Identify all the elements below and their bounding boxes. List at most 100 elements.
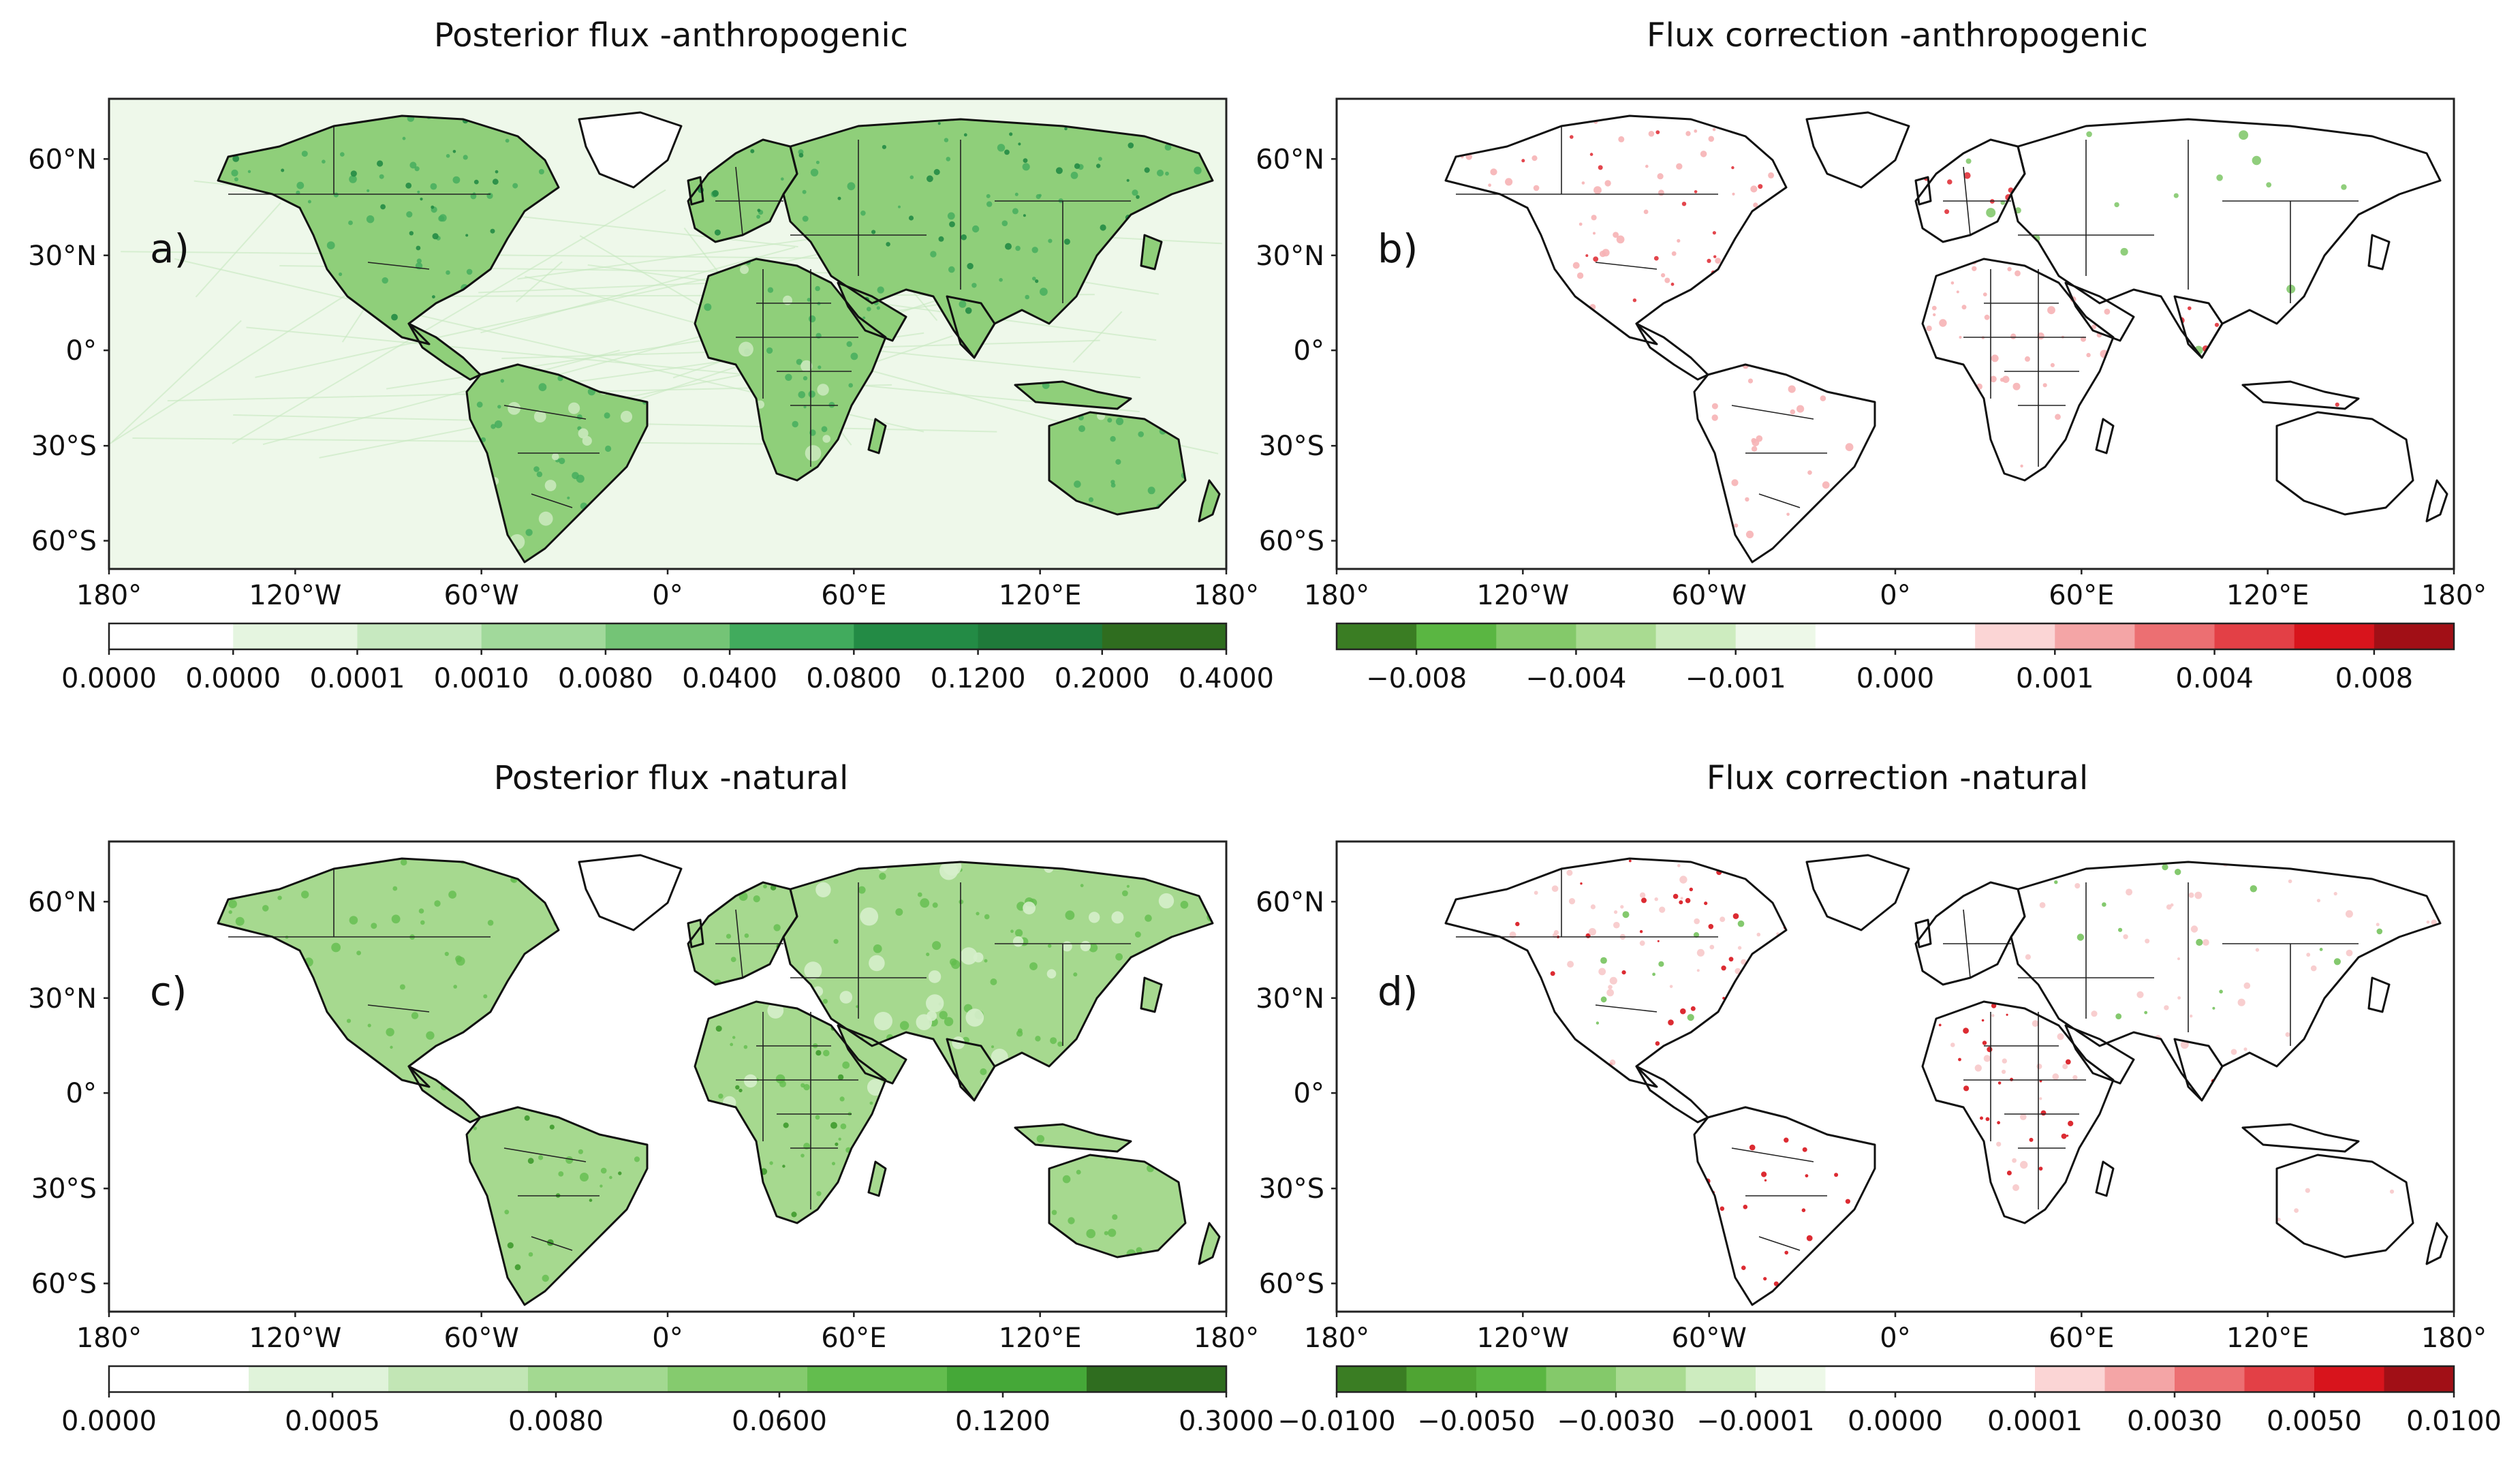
lat-tick-label: 0° (1294, 1078, 1324, 1109)
colorbar-swatch (1616, 1366, 1686, 1392)
panel-b: Flux correction -anthropogenic b) 60°N 30°N… (1256, 16, 2487, 694)
lon-tick-label: 180° (2421, 580, 2487, 611)
lat-tick-label: 60°S (31, 526, 97, 557)
colorbar-swatch (2104, 1366, 2175, 1392)
colorbar-b: −0.008 −0.004 −0.001 0.000 0.001 0.004 0.008 (1335, 622, 2455, 694)
colorbar-swatch (1102, 623, 1227, 649)
colorbar-swatch (1756, 1366, 1826, 1392)
colorbar-swatch (2175, 1366, 2245, 1392)
colorbar-tick-label: −0.008 (1366, 663, 1467, 694)
map-a: a) 60°N 30°N 0° 30°S 60°S 180° 120°W 60°W 0° 60°E 1… (28, 97, 1259, 611)
colorbar-swatch (1337, 1366, 1407, 1392)
colorbar-swatch (605, 623, 730, 649)
lat-tick-label: 30°S (31, 431, 97, 462)
lon-tick-label: 0° (652, 1323, 683, 1354)
colorbar-swatch (730, 623, 854, 649)
colorbar-swatch (1895, 623, 1976, 649)
panel-title: Posterior flux -anthropogenic (434, 16, 908, 55)
lon-tick-label: 0° (1880, 580, 1910, 611)
lat-tick-label: 60°S (1259, 1269, 1324, 1300)
lon-tick-label: 60°W (444, 580, 518, 611)
colorbar-swatch (1655, 623, 1737, 649)
colorbar-swatch (947, 1366, 1087, 1392)
lon-tick-label: 120°W (1476, 1323, 1569, 1354)
colorbar-tick-label: 0.0600 (732, 1406, 827, 1437)
colorbar-swatch (1685, 1366, 1756, 1392)
lat-tick-label: 60°N (1256, 144, 1324, 175)
panel-d: Flux correction -natural d) 60°N 30°N 0° 30°S… (1256, 759, 2502, 1437)
colorbar-swatch (1576, 623, 1657, 649)
lon-tick-label: 180° (1304, 580, 1369, 611)
panel-a: Posterior flux -anthropogenic a) 60°N 30°N 0… (28, 16, 1274, 694)
lon-tick-label: 180° (76, 580, 142, 611)
colorbar-tick-label: 0.0030 (2127, 1406, 2222, 1437)
colorbar-swatch (2244, 1366, 2315, 1392)
colorbar-swatch (1337, 623, 1417, 649)
colorbar-tick-label: 0.0000 (185, 663, 281, 694)
colorbar-tick-label: −0.0100 (1277, 1406, 1395, 1437)
lon-tick-label: 120°W (249, 580, 341, 611)
lat-tick-label: 60°N (1256, 886, 1324, 918)
colorbar-tick-label: 0.0080 (558, 663, 653, 694)
colorbar-tick-label: 0.0010 (434, 663, 529, 694)
colorbar-tick-label: 0.0800 (806, 663, 901, 694)
colorbar-tick-label: 0.1200 (931, 663, 1026, 694)
lat-tick-label: 0° (1294, 335, 1324, 367)
lon-tick-label: 180° (2421, 1323, 2487, 1354)
lon-tick-label: 60°E (2049, 580, 2114, 611)
colorbar-tick-label: −0.0001 (1696, 1406, 1814, 1437)
colorbar-swatch (1975, 623, 2055, 649)
colorbar-tick-label: −0.0030 (1557, 1406, 1675, 1437)
panel-title: Flux correction -natural (1707, 759, 2088, 797)
colorbar-swatch (357, 623, 482, 649)
colorbar-tick-label: 0.0000 (61, 663, 157, 694)
colorbar-swatch (481, 623, 606, 649)
colorbar-swatch (2214, 623, 2295, 649)
colorbar-swatch (1895, 1366, 1965, 1392)
lat-tick-label: 0° (66, 335, 97, 367)
colorbar-swatch (2384, 1366, 2455, 1392)
colorbar-swatch (854, 623, 979, 649)
colorbar-tick-label: 0.0005 (285, 1406, 380, 1437)
map-b: b) 60°N 30°N 0° 30°S 60°S 180° 120°W 60°W 0° 60°E 1… (1256, 97, 2487, 611)
lon-tick-label: 120°E (2226, 580, 2309, 611)
colorbar-swatch (1825, 1366, 1896, 1392)
lat-tick-label: 30°S (31, 1173, 97, 1205)
lat-tick-label: 30°S (1259, 431, 1324, 462)
colorbar-swatch (233, 623, 358, 649)
colorbar-d: −0.0100 −0.0050 −0.0030 −0.0001 0.0000 0.0001… (1277, 1365, 2502, 1437)
colorbar-swatch (1496, 623, 1576, 649)
lon-tick-label: 0° (1880, 1323, 1910, 1354)
colorbar-swatch (1815, 623, 1896, 649)
colorbar-tick-label: −0.004 (1525, 663, 1626, 694)
panel-c: Posterior flux -natural c) 60°N 30°N 0° 30°S 6… (28, 759, 1274, 1437)
colorbar-swatch (2055, 623, 2135, 649)
panel-label: a) (150, 226, 189, 272)
colorbar-swatch (1476, 1366, 1546, 1392)
colorbar-c: 0.0000 0.0005 0.0080 0.0600 0.1200 0.3000 (61, 1365, 1274, 1437)
lat-tick-label: 30°N (1256, 241, 1324, 272)
lat-tick-label: 60°N (28, 144, 97, 175)
colorbar-swatch (1735, 623, 1816, 649)
colorbar-swatch (2294, 623, 2375, 649)
lon-tick-label: 60°W (444, 1323, 518, 1354)
colorbar-swatch (2314, 1366, 2384, 1392)
colorbar-tick-label: 0.2000 (1055, 663, 1150, 694)
lon-tick-label: 60°E (2049, 1323, 2114, 1354)
lon-tick-label: 60°W (1671, 1323, 1746, 1354)
colorbar-swatch (1416, 623, 1497, 649)
lat-tick-label: 0° (66, 1078, 97, 1109)
colorbar-tick-label: 0.0000 (1848, 1406, 1943, 1437)
lat-tick-label: 60°S (1259, 526, 1324, 557)
colorbar-a: 0.0000 0.0000 0.0001 0.0010 0.0080 0.0400 0.08… (61, 622, 1274, 694)
colorbar-swatch (807, 1366, 948, 1392)
colorbar-tick-label: −0.0050 (1417, 1406, 1535, 1437)
lon-tick-label: 120°E (2226, 1323, 2309, 1354)
colorbar-tick-label: 0.0001 (309, 663, 405, 694)
colorbar-tick-label: 0.0400 (682, 663, 777, 694)
colorbar-swatch (2035, 1366, 2105, 1392)
colorbar-tick-label: 0.008 (2335, 663, 2414, 694)
lat-tick-label: 30°N (28, 241, 97, 272)
colorbar-swatch (1546, 1366, 1617, 1392)
colorbar-swatch (2134, 623, 2215, 649)
